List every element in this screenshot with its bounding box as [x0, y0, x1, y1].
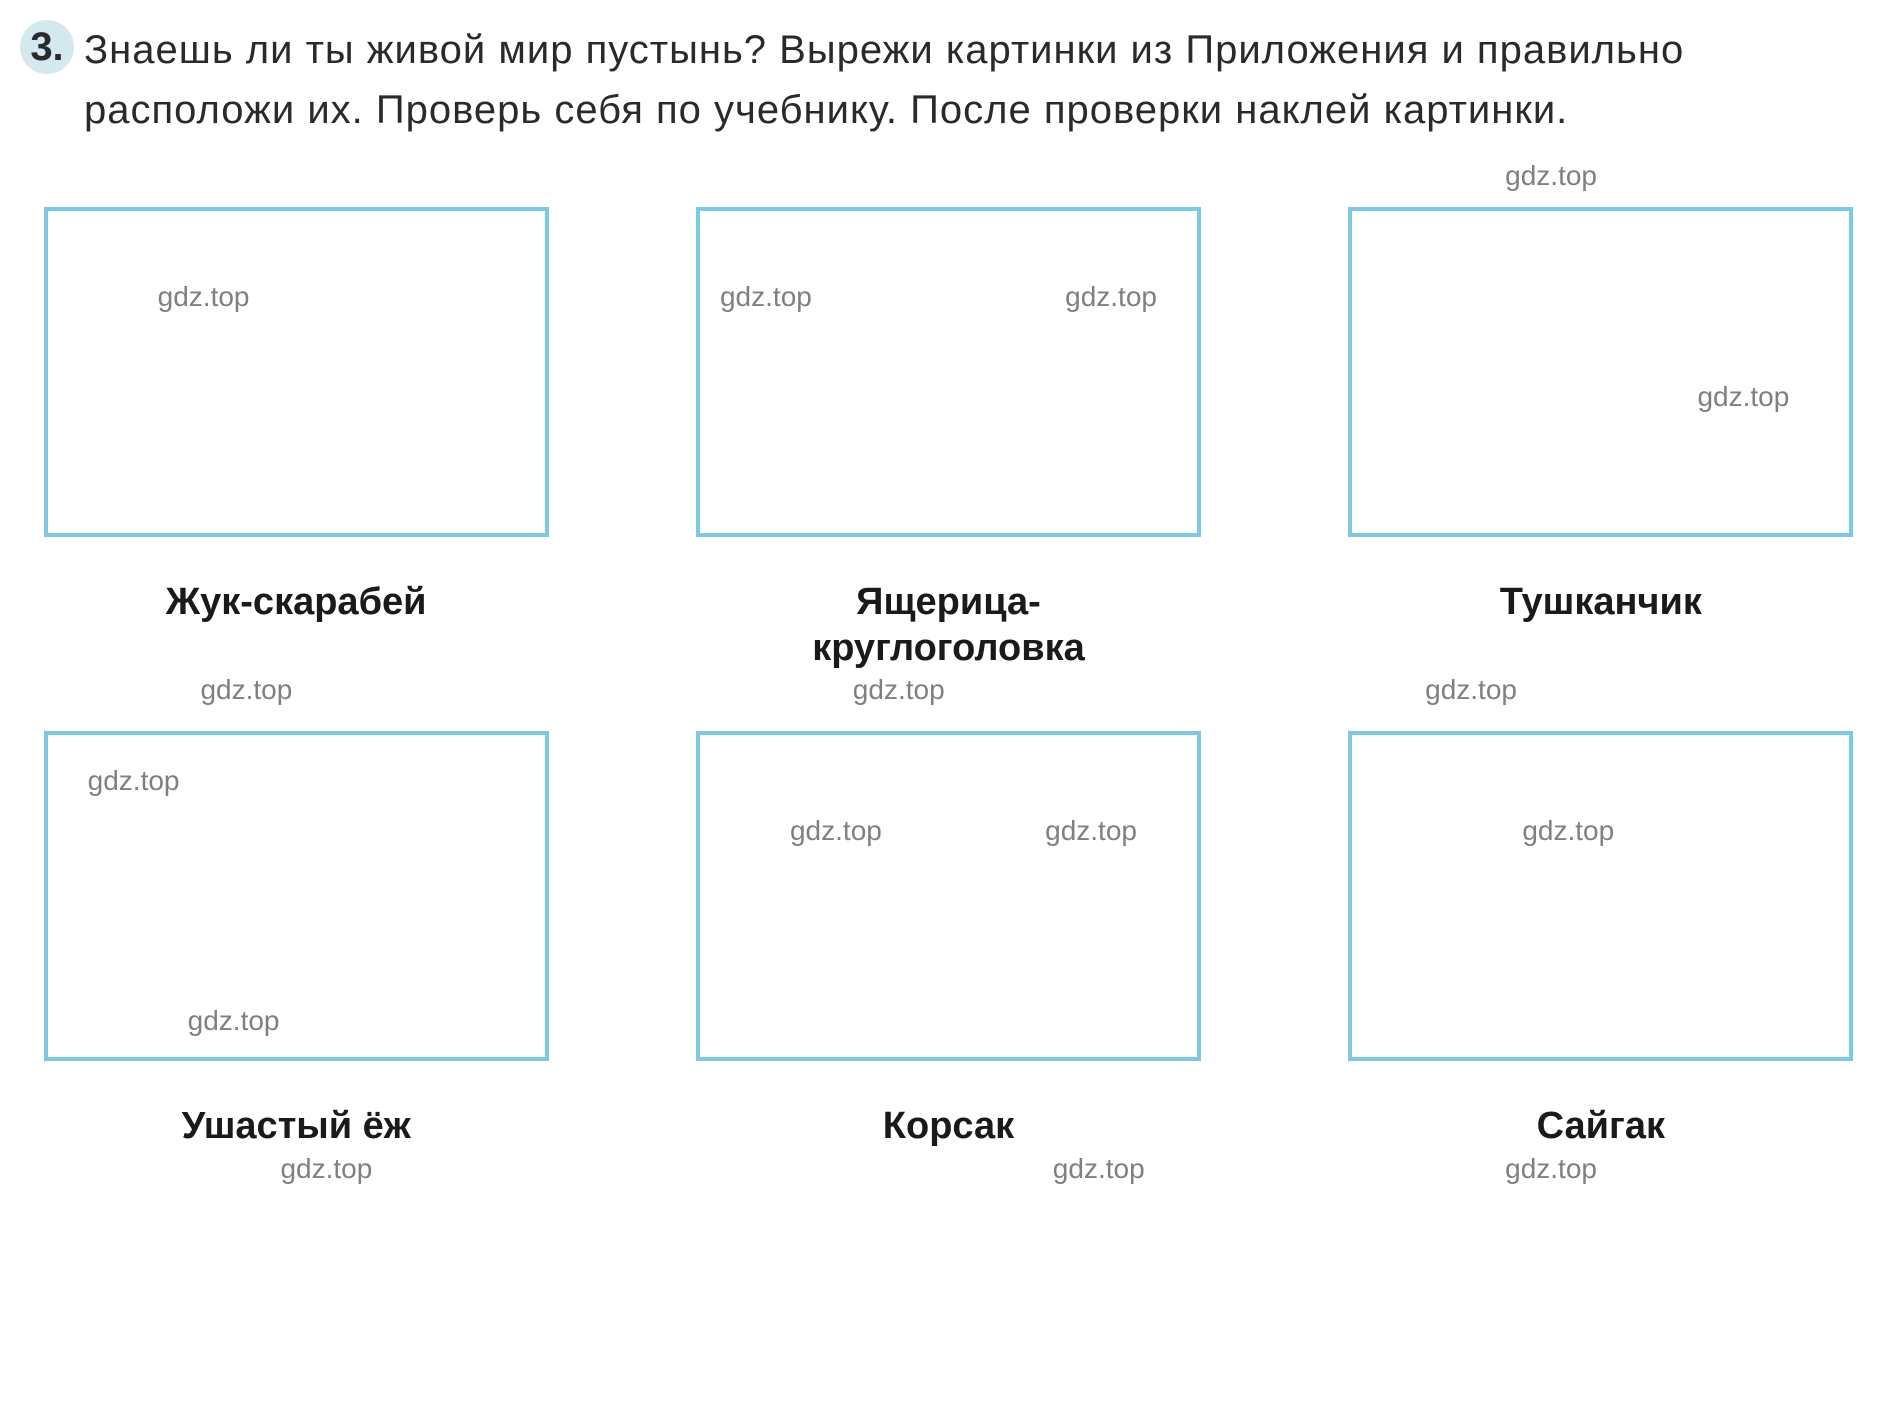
- image-box-5: gdz.top gdz.top: [696, 731, 1201, 1061]
- item-label-6: Сайгак: [1537, 1104, 1665, 1150]
- grid-item-6: gdz.top gdz.top Сайгак: [1325, 731, 1877, 1150]
- grid-item-3: gdz.top gdz.top Тушканчик: [1325, 207, 1877, 671]
- watermark: gdz.top: [188, 1005, 280, 1037]
- grid-container: gdz.top gdz.top Жук-скарабей gdz.top gdz…: [20, 207, 1877, 1150]
- exercise-header: 3. Знаешь ли ты живой мир пустынь? Выреж…: [20, 20, 1877, 140]
- watermark: gdz.top: [88, 765, 180, 797]
- image-box-4: gdz.top gdz.top: [44, 731, 549, 1061]
- image-box-6: gdz.top: [1348, 731, 1853, 1061]
- grid-item-2: gdz.top gdz.top gdz.top Ящерица- круглог…: [672, 207, 1224, 671]
- item-label-5: Корсак: [883, 1104, 1014, 1150]
- label-line-1: Ящерица-: [856, 581, 1041, 623]
- grid-item-5: gdz.top gdz.top gdz.top Корсак: [672, 731, 1224, 1150]
- watermark: gdz.top: [1065, 281, 1157, 313]
- watermark: gdz.top: [1045, 815, 1137, 847]
- watermark-top: gdz.top: [20, 160, 1877, 192]
- watermark: gdz.top: [200, 674, 292, 706]
- exercise-text: Знаешь ли ты живой мир пустынь? Вырежи к…: [84, 20, 1877, 140]
- label-line-2: круглоголовка: [812, 627, 1085, 669]
- item-label-1: Жук-скарабей: [166, 580, 427, 626]
- image-box-2: gdz.top gdz.top: [696, 207, 1201, 537]
- grid-item-4: gdz.top gdz.top gdz.top Ушастый ёж: [20, 731, 572, 1150]
- grid-item-1: gdz.top gdz.top Жук-скарабей: [20, 207, 572, 671]
- watermark: gdz.top: [790, 815, 882, 847]
- watermark: gdz.top: [158, 281, 250, 313]
- watermark: gdz.top: [1697, 381, 1789, 413]
- watermark: gdz.top: [280, 1153, 372, 1185]
- watermark: gdz.top: [1053, 1153, 1145, 1185]
- watermark: gdz.top: [853, 674, 945, 706]
- watermark: gdz.top: [1505, 1153, 1597, 1185]
- watermark: gdz.top: [1522, 815, 1614, 847]
- item-label-3: Тушканчик: [1500, 580, 1702, 626]
- item-label-4: Ушастый ёж: [182, 1104, 411, 1150]
- exercise-number: 3.: [20, 20, 74, 74]
- image-box-3: gdz.top: [1348, 207, 1853, 537]
- image-box-1: gdz.top: [44, 207, 549, 537]
- watermark: gdz.top: [1425, 674, 1517, 706]
- item-label-2: Ящерица- круглоголовка: [812, 580, 1085, 671]
- watermark: gdz.top: [720, 281, 812, 313]
